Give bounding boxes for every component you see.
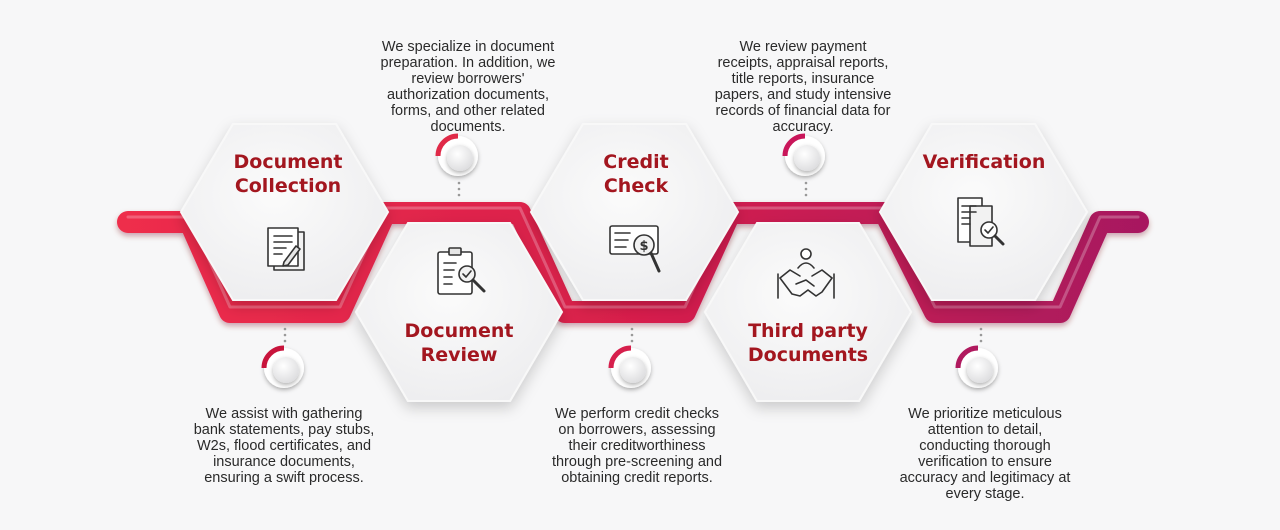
description-line: accuracy.: [772, 119, 834, 135]
step-title-third-party-documents: Third party Documents: [708, 319, 908, 367]
step-title-verification: Verification: [884, 150, 1084, 174]
description-line: We specialize in document: [381, 39, 555, 55]
document-pen-icon: [267, 227, 305, 271]
description-line: ensuring a swift process.: [204, 470, 364, 486]
step-title-line: Collection: [234, 175, 342, 197]
hexagon-third-party-documents: [703, 222, 913, 402]
step-title-line: Third party: [748, 320, 868, 342]
description-line: documents.: [430, 119, 506, 135]
step-title-line: Documents: [747, 344, 869, 366]
check-dollar-magnifier-icon: $: [609, 225, 661, 273]
knob-third-party-documents: [782, 133, 825, 176]
description-line: verification to ensure: [918, 454, 1052, 470]
description-line: We assist with gathering: [205, 406, 363, 422]
handshake-icon: [777, 248, 835, 299]
description-line: through pre-screening and: [551, 454, 723, 470]
description-line: We prioritize meticulous: [908, 406, 1062, 422]
description-line: title reports, insurance: [731, 71, 875, 87]
knob-document-review: [435, 133, 478, 176]
step-title-line: Document: [404, 320, 514, 342]
step-title-credit-check: Credit Check: [536, 150, 736, 198]
description-line: bank statements, pay stubs,: [193, 422, 375, 438]
description-line: review borrowers': [411, 71, 525, 87]
description-line: We review payment: [739, 39, 867, 55]
clipboard-magnifier-icon: [437, 247, 486, 295]
description-line: receipts, appraisal reports,: [717, 55, 889, 71]
description-line: on borrowers, assessing: [558, 422, 716, 438]
description-line: conducting thorough: [919, 438, 1051, 454]
step-title-line: Verification: [922, 151, 1046, 173]
description-line: records of financial data for: [715, 103, 891, 119]
description-line: W2s, flood certificates, and: [196, 438, 372, 454]
step-title-line: Review: [420, 344, 498, 366]
connector-dots: [283, 181, 983, 343]
step-description-verification: We prioritize meticulous attention to de…: [880, 406, 1090, 502]
description-line: accuracy and legitimacy at: [899, 470, 1071, 486]
knob-credit-check: [608, 345, 651, 388]
step-title-line: Credit: [603, 151, 669, 173]
step-title-document-review: Document Review: [359, 319, 559, 367]
ribbon-path: [117, 202, 1149, 323]
step-description-credit-check: We perform credit checks on borrowers, a…: [532, 406, 742, 486]
document-verify-icon: [957, 197, 1005, 247]
description-line: papers, and study intensive: [714, 87, 892, 103]
hexagon-credit-check: [529, 123, 740, 301]
description-line: their creditworthiness: [568, 438, 706, 454]
description-line: preparation. In addition, we: [380, 55, 556, 71]
description-line: We perform credit checks: [554, 406, 720, 422]
step-description-third-party-documents: We review payment receipts, appraisal re…: [698, 39, 908, 135]
description-line: forms, and other related: [391, 103, 545, 119]
step-title-document-collection: Document Collection: [188, 150, 388, 198]
description-line: authorization documents,: [386, 87, 549, 103]
knob-document-collection: [261, 345, 304, 388]
knob-verification: [955, 345, 998, 388]
step-title-line: Document: [233, 151, 343, 173]
description-line: every stage.: [945, 486, 1025, 502]
description-line: obtaining credit reports.: [561, 470, 713, 486]
description-line: insurance documents,: [213, 454, 355, 470]
svg-text:$: $: [639, 239, 648, 254]
step-description-document-review: We specialize in document preparation. I…: [363, 39, 573, 135]
step-title-line: Check: [603, 175, 669, 197]
description-line: attention to detail,: [927, 422, 1043, 438]
hexagon-document-review: [354, 222, 564, 402]
hexagon-document-collection: [179, 123, 390, 301]
step-description-document-collection: We assist with gathering bank statements…: [179, 406, 389, 486]
